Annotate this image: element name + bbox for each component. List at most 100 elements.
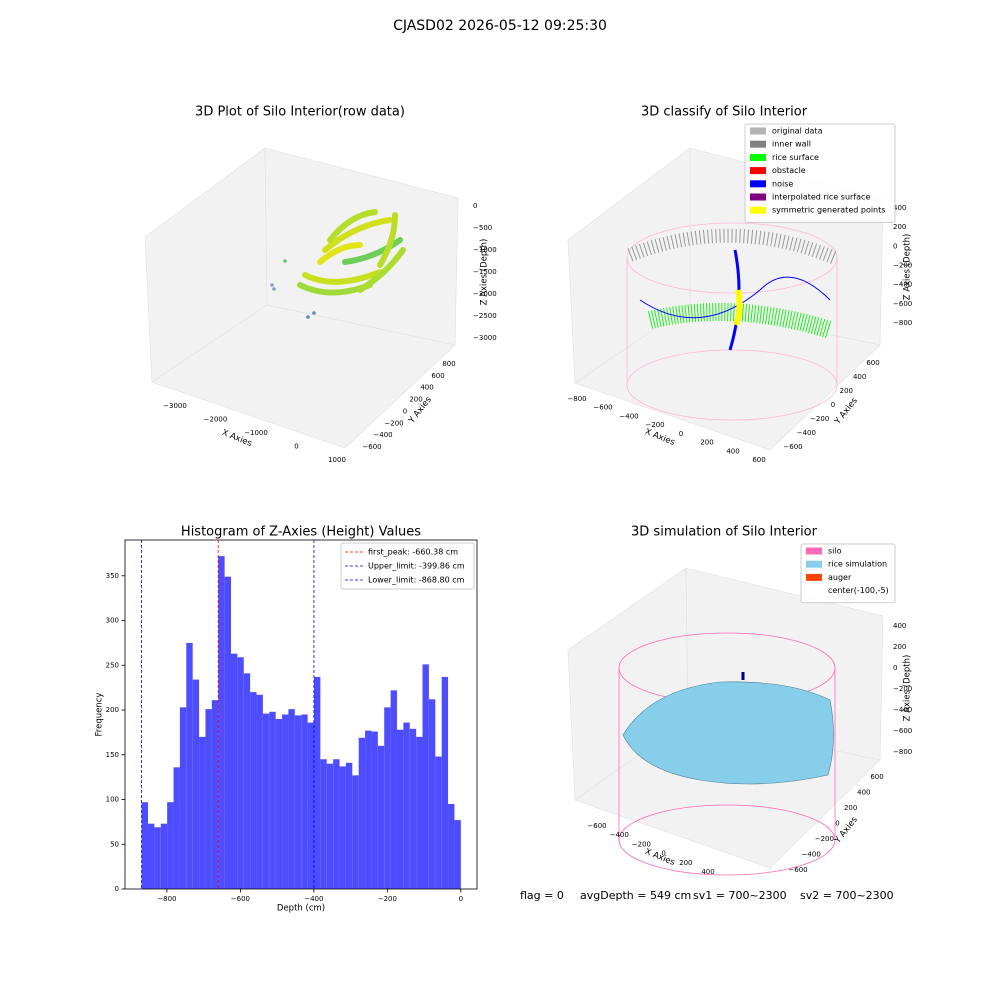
- y-tick-label: 50: [110, 840, 119, 848]
- y-tick-label: 600: [866, 359, 879, 367]
- bar: [396, 729, 404, 889]
- bar: [173, 767, 180, 889]
- x-tick-label: −600: [593, 404, 612, 412]
- legend-label: inner wall: [772, 140, 811, 149]
- legend-swatch: [806, 560, 822, 568]
- x-tick-label: −2000: [204, 416, 228, 424]
- z-tick-label: −2500: [473, 312, 497, 320]
- legend-label: noise: [772, 179, 793, 188]
- footer-flag: flag = 0: [520, 889, 564, 902]
- x-axis-label: X Axies: [643, 847, 676, 868]
- bar: [454, 820, 461, 889]
- x-tick-label: −800: [567, 395, 586, 403]
- y-tick-label: −600: [783, 443, 802, 451]
- bar: [345, 762, 353, 889]
- bar: [301, 714, 308, 889]
- bar: [179, 707, 187, 889]
- bar: [141, 802, 149, 889]
- z-tick-label: −600: [893, 727, 912, 735]
- z-axis-label: Z Axies (Depth): [903, 234, 913, 301]
- y-tick-label: −200: [815, 835, 834, 843]
- bar: [211, 700, 219, 889]
- x-tick-label: −200: [632, 840, 651, 848]
- x-axis-label: X Axies: [643, 427, 676, 448]
- legend-label: silo: [828, 547, 842, 556]
- simulation-shapes: [618, 632, 836, 876]
- x-tick-label: −200: [378, 895, 397, 903]
- bar: [218, 556, 225, 889]
- x-tick-label: −600: [231, 895, 250, 903]
- chart-title: 3D Plot of Silo Interior(row data): [195, 105, 405, 120]
- x-tick-label: −1000: [244, 429, 268, 437]
- x-tick-label: 0: [459, 895, 463, 903]
- bar: [365, 730, 372, 889]
- x-tick-label: 0: [679, 430, 683, 438]
- z-tick-label: 400: [893, 204, 906, 212]
- footer-sv1: sv1 = 700~2300: [693, 889, 787, 902]
- legend-label: rice surface: [772, 153, 819, 162]
- legend-swatch: [750, 206, 766, 214]
- y-tick-label: −200: [384, 419, 403, 427]
- bar: [231, 653, 238, 889]
- bar: [167, 802, 174, 889]
- bar: [186, 642, 193, 889]
- legend-swatch: [750, 127, 766, 135]
- y-tick-label: −400: [373, 431, 392, 439]
- z-tick-label: 200: [893, 643, 906, 651]
- x-tick-label: 600: [752, 456, 765, 464]
- bar: [352, 775, 359, 889]
- y-tick-label: 200: [844, 804, 857, 812]
- bar: [160, 823, 168, 889]
- z-tick-label: −200: [893, 685, 912, 693]
- bar: [448, 803, 455, 889]
- bar: [237, 657, 244, 889]
- bar: [250, 692, 257, 889]
- legend-swatch: [750, 193, 766, 201]
- y-axis-label: Frequency: [95, 693, 105, 737]
- z-tick-label: −200: [893, 262, 912, 270]
- legend-swatch: [806, 573, 822, 581]
- z-tick-label: −400: [893, 281, 912, 289]
- bar: [403, 722, 410, 889]
- z-tick-label: −1500: [473, 268, 497, 276]
- legend-box: [800, 543, 896, 604]
- bar: [282, 714, 289, 889]
- bar: [422, 664, 429, 889]
- z-axis-label: Z Axies (Depth): [480, 239, 490, 306]
- y-tick-label: 400: [857, 789, 870, 797]
- bar: [148, 823, 155, 889]
- y-tick-label: 250: [106, 661, 119, 669]
- legend-swatch: [750, 140, 766, 148]
- bar: [326, 763, 334, 889]
- z-tick-label: 0: [893, 664, 897, 672]
- bar: [377, 745, 385, 889]
- x-tick-label: −400: [619, 412, 638, 420]
- y-tick-label: −400: [797, 429, 816, 437]
- bar: [384, 707, 391, 889]
- legend-swatch: [806, 547, 822, 555]
- bar: [320, 759, 327, 889]
- bar: [262, 713, 270, 889]
- z-tick-label: −400: [893, 706, 912, 714]
- y-tick-label: −200: [810, 415, 829, 423]
- bar: [409, 728, 417, 889]
- y-tick-label: 0: [835, 820, 839, 828]
- figure-title: CJASD02 2026-05-12 09:25:30: [393, 18, 607, 34]
- legend-label: interpolated rice surface: [772, 193, 870, 202]
- legend-label: Upper_limit: -399.86 cm: [368, 562, 465, 571]
- y-tick-label: 200: [840, 387, 853, 395]
- footer-depth: avgDepth = 549 cm: [580, 889, 691, 902]
- footer-sv2: sv2 = 700~2300: [800, 889, 894, 902]
- chart-title: 3D classify of Silo Interior: [641, 105, 808, 120]
- legend-label: original data: [772, 127, 823, 136]
- legend-label: symmetric generated points: [772, 206, 885, 215]
- bar: [288, 709, 295, 889]
- y-tick-label: −600: [788, 866, 807, 874]
- y-tick-label: 200: [106, 706, 119, 714]
- legend-box: [744, 123, 896, 223]
- legend-swatch: [750, 180, 766, 188]
- x-tick-label: 0: [294, 443, 298, 451]
- bar: [371, 731, 378, 889]
- x-tick-label: −400: [304, 895, 323, 903]
